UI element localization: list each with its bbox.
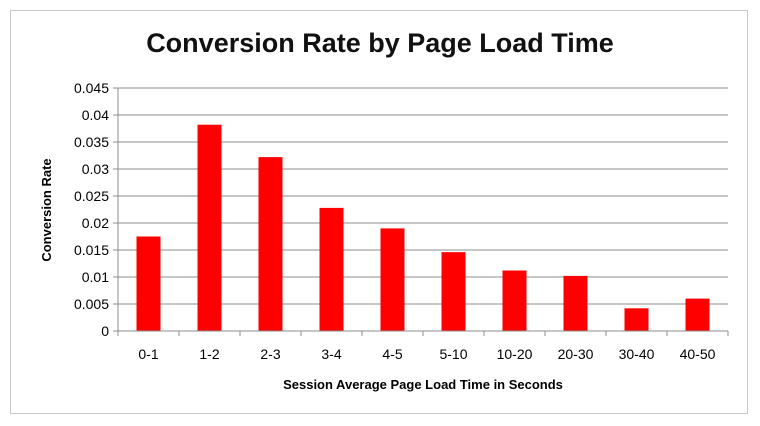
y-tick-label: 0.02 xyxy=(82,215,109,231)
y-tick-label: 0 xyxy=(101,323,109,339)
bar-2-3 xyxy=(258,157,283,331)
bars xyxy=(136,124,710,331)
bar-4-5 xyxy=(380,228,405,331)
axes xyxy=(113,87,729,336)
y-tick-labels: 0 0.005 0.01 0.015 0.02 0.025 0.03 0.035 0.04 0.0… xyxy=(74,80,109,339)
chart-title: Conversion Rate by Page Load Time xyxy=(146,28,614,58)
x-tick-label: 2-3 xyxy=(260,346,280,362)
x-tick-label: 0-1 xyxy=(138,346,158,362)
bar-20-30 xyxy=(563,275,588,331)
x-tick-label: 1-2 xyxy=(199,346,219,362)
x-tick-label: 4-5 xyxy=(382,346,402,362)
y-tick-label: 0.03 xyxy=(82,161,109,177)
x-tick-label: 5-10 xyxy=(439,346,467,362)
bar-40-50 xyxy=(685,298,710,331)
bar-5-10 xyxy=(441,252,466,331)
y-tick-label: 0.035 xyxy=(74,134,109,150)
y-tick-label: 0.015 xyxy=(74,242,109,258)
y-tick-label: 0.005 xyxy=(74,296,109,312)
x-tick-label: 30-40 xyxy=(619,346,655,362)
x-tick-label: 40-50 xyxy=(680,346,716,362)
y-tick-label: 0.01 xyxy=(82,269,109,285)
y-tick-label: 0.045 xyxy=(74,80,109,96)
x-axis-title: Session Average Page Load Time in Second… xyxy=(283,377,563,392)
bar-0-1 xyxy=(136,236,161,331)
y-tick-label: 0.025 xyxy=(74,188,109,204)
x-tick-label: 20-30 xyxy=(558,346,594,362)
x-tick-label: 10-20 xyxy=(497,346,533,362)
x-tick-label: 3-4 xyxy=(321,346,341,362)
bar-1-2 xyxy=(197,124,222,331)
x-tick-labels: 0-1 1-2 2-3 3-4 4-5 5-10 10-20 20-30 30-40 40-50 xyxy=(138,346,715,362)
y-tick-label: 0.04 xyxy=(82,107,109,123)
bar-10-20 xyxy=(502,270,527,331)
chart-frame xyxy=(10,10,748,414)
y-axis-title: Conversion Rate xyxy=(39,158,54,261)
bar-30-40 xyxy=(624,308,649,331)
bar-3-4 xyxy=(319,207,344,331)
